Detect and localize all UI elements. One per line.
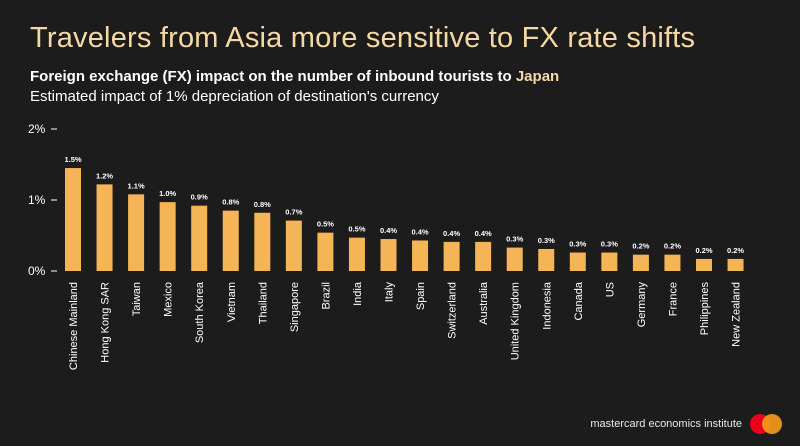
category-label: Switzerland [447, 282, 459, 339]
category-label: Italy [384, 282, 396, 303]
chart-caption: Estimated impact of 1% depreciation of d… [30, 88, 439, 105]
bar [254, 212, 271, 271]
data-label: 1.5% [64, 155, 81, 164]
data-label: 0.9% [191, 193, 208, 202]
y-tick-label: 1% [28, 193, 46, 207]
data-label: 0.2% [727, 246, 744, 255]
category-label: Singapore [289, 282, 301, 332]
bar [696, 258, 712, 271]
data-label: 0.4% [443, 229, 460, 238]
data-label: 0.3% [538, 236, 555, 245]
category-label: Mexico [163, 282, 175, 317]
category-label: Philippines [699, 282, 711, 336]
data-label: 0.2% [695, 246, 712, 255]
data-label: 0.8% [254, 200, 271, 209]
data-label: 0.3% [601, 240, 618, 249]
bar [569, 252, 586, 271]
category-label: Indonesia [541, 281, 553, 330]
headline: Travelers from Asia more sensitive to FX… [30, 22, 696, 54]
category-label: Chinese Mainland [68, 282, 80, 370]
chart-subtitle: Foreign exchange (FX) impact on the numb… [30, 68, 559, 85]
data-label: 0.2% [632, 242, 649, 251]
category-label: Thailand [257, 282, 269, 324]
data-label: 0.7% [285, 208, 302, 217]
bar [475, 241, 492, 271]
category-label: South Korea [194, 281, 206, 343]
bar [412, 240, 429, 271]
data-label: 1.1% [128, 181, 145, 190]
bar [222, 210, 239, 271]
subtitle-highlight: Japan [515, 68, 560, 85]
bar [128, 194, 145, 271]
category-label: India [352, 281, 364, 306]
bar [65, 168, 81, 271]
data-label: 0.3% [569, 240, 586, 249]
data-label: 0.2% [664, 242, 681, 251]
data-label: 0.4% [475, 229, 492, 238]
bar [632, 254, 649, 271]
category-label: France [667, 282, 679, 316]
data-label: 0.5% [317, 220, 334, 229]
bar [727, 258, 744, 271]
data-label: 0.8% [222, 198, 239, 207]
bar [159, 202, 176, 271]
category-label: Spain [415, 282, 427, 310]
bar [317, 232, 334, 271]
data-label: 0.5% [348, 225, 365, 234]
category-label: Germany [636, 282, 648, 328]
category-label: Canada [573, 281, 585, 320]
bar [285, 220, 302, 271]
category-label: Taiwan [131, 282, 143, 316]
bar [506, 247, 523, 271]
data-label: 1.2% [96, 171, 113, 180]
bar [443, 241, 460, 271]
data-label: 0.3% [506, 235, 523, 244]
category-label: Brazil [320, 282, 332, 310]
category-label: Vietnam [226, 282, 238, 322]
footer: mastercard economics institute [590, 414, 782, 434]
bar [601, 252, 618, 271]
bar [538, 248, 555, 271]
category-label: US [604, 282, 616, 297]
category-label: Australia [478, 281, 490, 325]
subtitle-text: Foreign exchange (FX) impact on the numb… [30, 68, 516, 85]
data-label: 1.0% [159, 189, 176, 198]
category-label: Hong Kong SAR [100, 282, 112, 363]
bar [191, 205, 208, 271]
category-label: New Zealand [731, 282, 743, 347]
bar [664, 254, 681, 271]
bar [380, 239, 397, 271]
y-tick-label: 0% [28, 264, 46, 278]
bar [96, 184, 113, 271]
brand-text: mastercard economics institute [590, 418, 742, 430]
data-label: 0.4% [411, 227, 428, 236]
category-label: United Kingdom [510, 282, 522, 360]
data-label: 0.4% [380, 226, 397, 235]
y-tick-label: 2% [28, 122, 46, 136]
mastercard-logo-icon [750, 414, 782, 434]
bar [348, 237, 365, 271]
